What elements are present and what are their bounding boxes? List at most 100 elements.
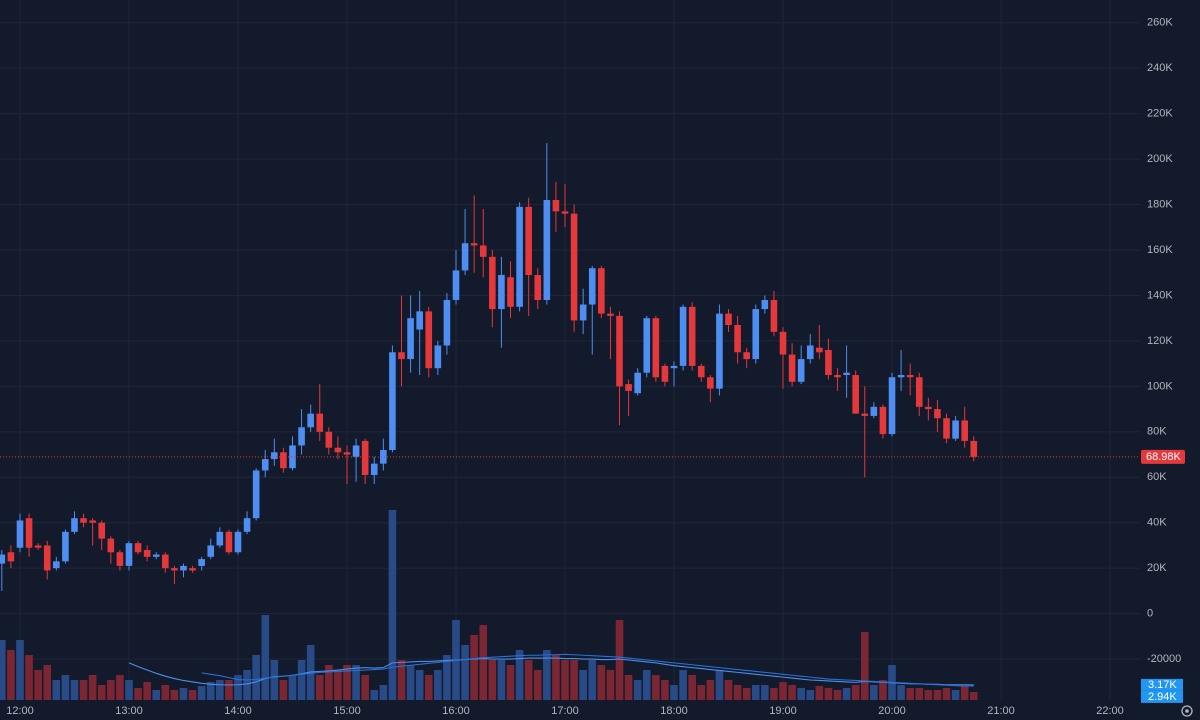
candle-body xyxy=(225,531,233,553)
candle-body xyxy=(125,543,133,566)
volume-bar xyxy=(606,670,615,700)
volume-bar xyxy=(16,640,24,700)
volume-bar xyxy=(824,688,833,700)
volume-bar xyxy=(833,690,842,700)
volume-bar xyxy=(588,660,597,700)
volume-bar xyxy=(279,680,288,700)
candle-layer xyxy=(0,143,1140,591)
volume-bar xyxy=(334,670,342,700)
volume-bar xyxy=(906,688,914,700)
candle-body xyxy=(543,200,551,300)
volume-bar xyxy=(679,670,687,700)
candle-body xyxy=(489,256,496,310)
candle-body xyxy=(598,268,605,314)
volume-bar xyxy=(897,685,905,700)
candle-body xyxy=(380,450,387,464)
settings-gear-core[interactable] xyxy=(1185,709,1189,713)
volume-bar xyxy=(325,665,333,700)
candle-body xyxy=(970,440,978,457)
candle-body xyxy=(797,359,805,382)
volume-bar xyxy=(288,675,297,700)
volume-bar xyxy=(234,675,242,700)
candle-body xyxy=(271,452,278,460)
candle-body xyxy=(888,377,896,435)
volume-bar xyxy=(860,632,869,700)
candle-body xyxy=(243,518,251,532)
candle-body xyxy=(688,306,696,366)
volume-bar xyxy=(370,690,379,700)
volume-bar xyxy=(225,680,233,700)
y-tick-label: 120K xyxy=(1147,335,1173,347)
volume-bar xyxy=(697,685,706,700)
volume-bar xyxy=(170,690,179,700)
volume-bar xyxy=(915,688,924,700)
x-tick-label: 21:00 xyxy=(987,705,1015,717)
candle-body xyxy=(461,243,469,271)
candle-body xyxy=(470,243,478,246)
candle-body xyxy=(961,420,968,441)
candle-body xyxy=(162,554,169,569)
candle-body xyxy=(943,418,950,439)
candle-body xyxy=(879,406,887,435)
volume-bar xyxy=(397,660,406,700)
volume-bar xyxy=(216,680,224,700)
volume-bar xyxy=(252,655,260,700)
volume-bar xyxy=(761,685,769,700)
volume-bar xyxy=(434,670,442,700)
volume-bar xyxy=(652,675,660,700)
candle-body xyxy=(725,313,732,325)
candle-body xyxy=(261,459,269,471)
y-tick-label: 40K xyxy=(1147,517,1167,529)
volume-bar xyxy=(179,688,188,700)
volume-layer xyxy=(0,510,978,700)
volume-bar xyxy=(270,660,279,700)
candle-body xyxy=(897,375,905,378)
candle-body xyxy=(34,545,42,548)
candle-body xyxy=(152,554,160,557)
candle-body xyxy=(425,311,433,369)
volume-bar xyxy=(879,680,887,700)
candle-body xyxy=(16,520,24,548)
volume-bar xyxy=(642,670,651,700)
candle-body xyxy=(53,561,60,569)
candle-body xyxy=(579,304,587,321)
volume-bar xyxy=(506,665,515,700)
candle-body xyxy=(525,206,532,275)
candle-body xyxy=(289,445,296,469)
volume-bar xyxy=(670,685,678,700)
candle-body xyxy=(252,470,260,519)
settings-icon[interactable] xyxy=(1181,705,1193,717)
candle-body xyxy=(770,300,778,332)
volume-bar xyxy=(624,675,633,700)
ma-badge xyxy=(1141,678,1183,691)
candle-body xyxy=(0,554,6,564)
axes-layer: -20000 0 20K 40K 60K 80K 100K 120K 140K 160K 180K 2… xyxy=(6,17,1185,717)
candle-body xyxy=(588,268,596,305)
settings-gear[interactable] xyxy=(1181,705,1193,717)
volume-bar xyxy=(661,680,669,700)
candle-body xyxy=(198,559,205,566)
volume-bar xyxy=(751,685,760,700)
volume-bar xyxy=(107,680,115,700)
ma-badge-label: 3.17K xyxy=(1148,679,1177,691)
volume-bar xyxy=(497,660,506,700)
y-tick-label: 80K xyxy=(1147,426,1167,438)
volume-bar xyxy=(443,655,451,700)
candle-body xyxy=(361,440,369,475)
volume-bar xyxy=(870,685,878,700)
volume-bar xyxy=(315,675,324,700)
candle-body xyxy=(98,522,106,539)
candle-body xyxy=(507,277,514,307)
volume-bar xyxy=(188,690,197,700)
candle-body xyxy=(843,372,850,375)
y-tick-label: 60K xyxy=(1147,471,1167,483)
volume-bar xyxy=(352,665,360,700)
volume-bar xyxy=(488,660,497,700)
candle-body xyxy=(370,463,378,475)
candle-body xyxy=(516,206,523,307)
candle-body xyxy=(298,427,305,446)
volume-bar xyxy=(942,688,951,700)
volume-bar xyxy=(552,655,560,700)
volume-bar xyxy=(43,665,52,700)
